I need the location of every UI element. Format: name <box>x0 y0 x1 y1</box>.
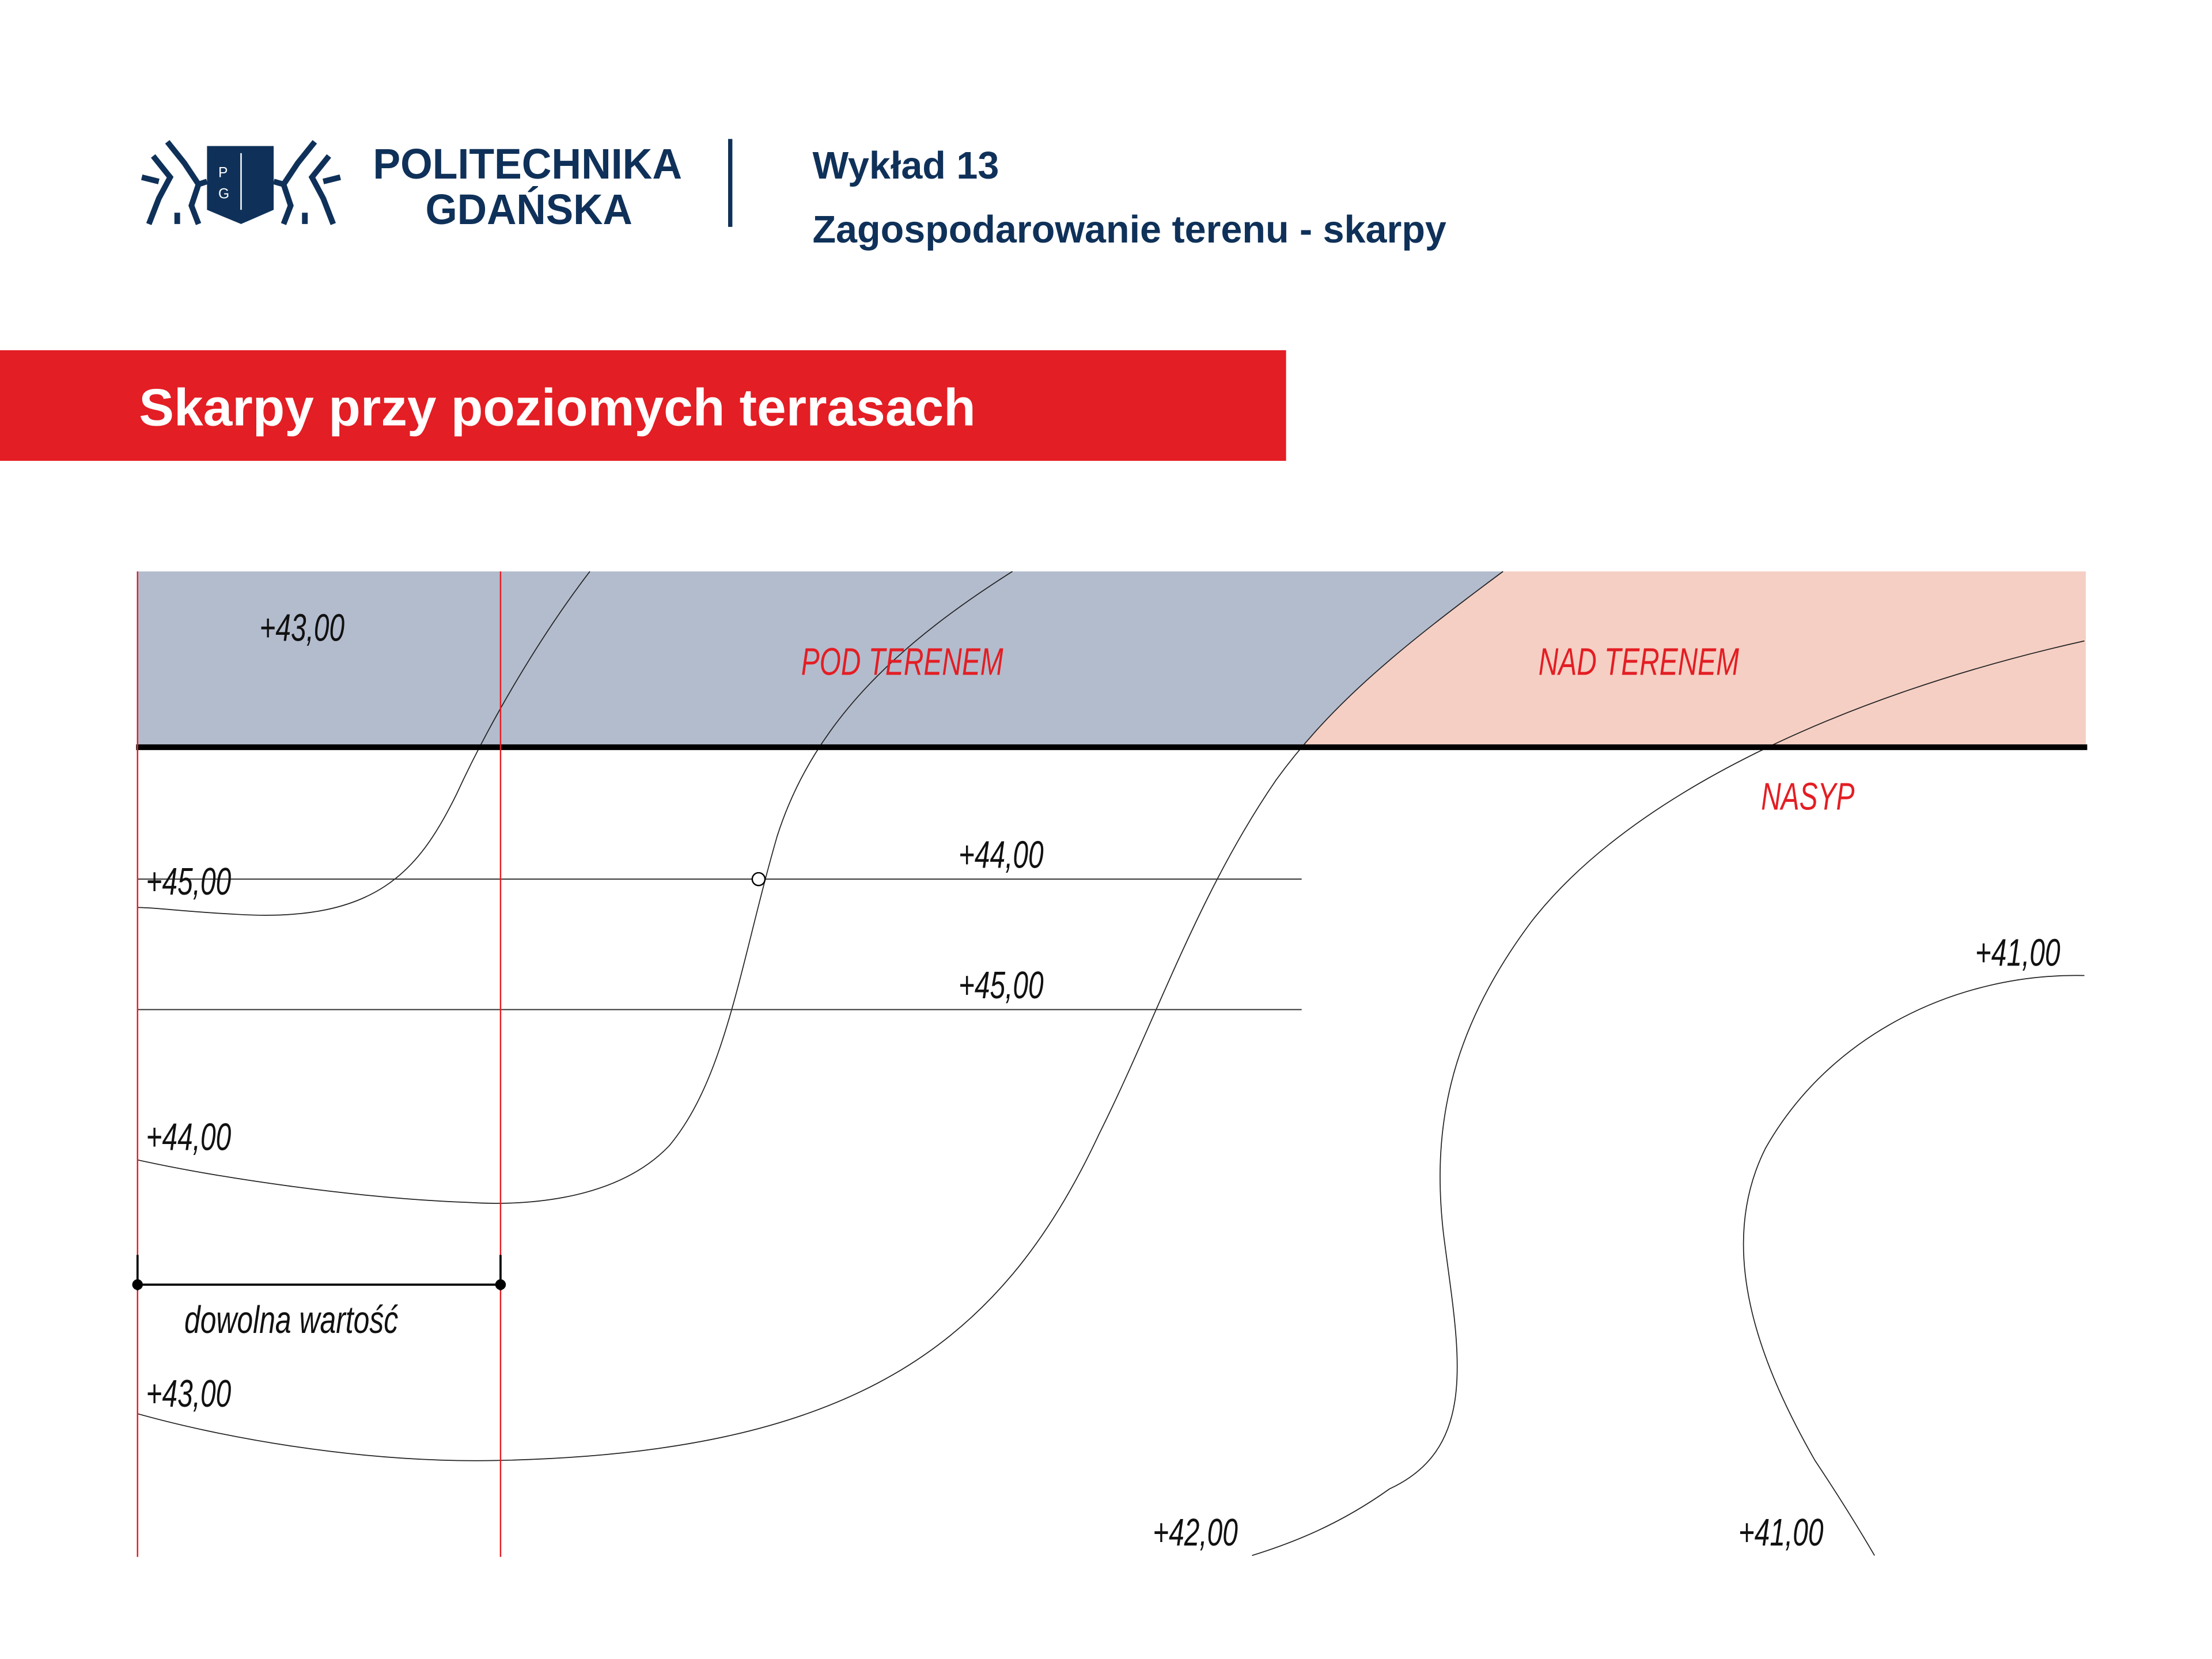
elevation-label: +44,00 <box>959 834 1044 876</box>
contour-43 <box>137 571 1503 1461</box>
elevation-label: +44,00 <box>146 1116 232 1158</box>
intersection-marker <box>751 872 766 887</box>
elevation-label: +43,00 <box>259 607 344 649</box>
contour-42 <box>1252 640 2085 1556</box>
title-banner <box>0 350 1286 461</box>
elevation-label: +45,00 <box>959 964 1044 1006</box>
cut-zone <box>137 571 1503 748</box>
contour-44 <box>137 571 1013 1204</box>
dimension-label: dowolna wartość <box>184 1299 398 1342</box>
contour-41 <box>1743 975 2085 1556</box>
lecture-subtitle: Zagospodarowanie terenu - skarpy <box>812 209 1446 251</box>
university-crest-logo <box>141 140 341 225</box>
elevation-label: +43,00 <box>146 1373 232 1415</box>
crest-letter-p: P <box>218 165 228 181</box>
elevation-label: +42,00 <box>1153 1512 1238 1554</box>
slide-title: Skarpy przy poziomych terrasach <box>139 378 976 437</box>
fill-label: NASYP <box>1761 776 1854 818</box>
dimension-line <box>132 1255 506 1290</box>
zone-label-below: POD TERENEM <box>801 641 1003 683</box>
elevation-label: +45,00 <box>146 861 232 903</box>
crest-letter-g: G <box>218 187 229 202</box>
elevation-label: +41,00 <box>1738 1512 1824 1554</box>
logo-text-line2: GDAŃSKA <box>425 185 632 233</box>
elevation-label: +41,00 <box>1975 932 2061 974</box>
lecture-number: Wykład 13 <box>812 145 999 187</box>
zone-label-above: NAD TERENEM <box>1539 641 1740 683</box>
contour-45 <box>137 571 590 916</box>
logo-text-line1: POLITECHNIKA <box>373 140 682 188</box>
